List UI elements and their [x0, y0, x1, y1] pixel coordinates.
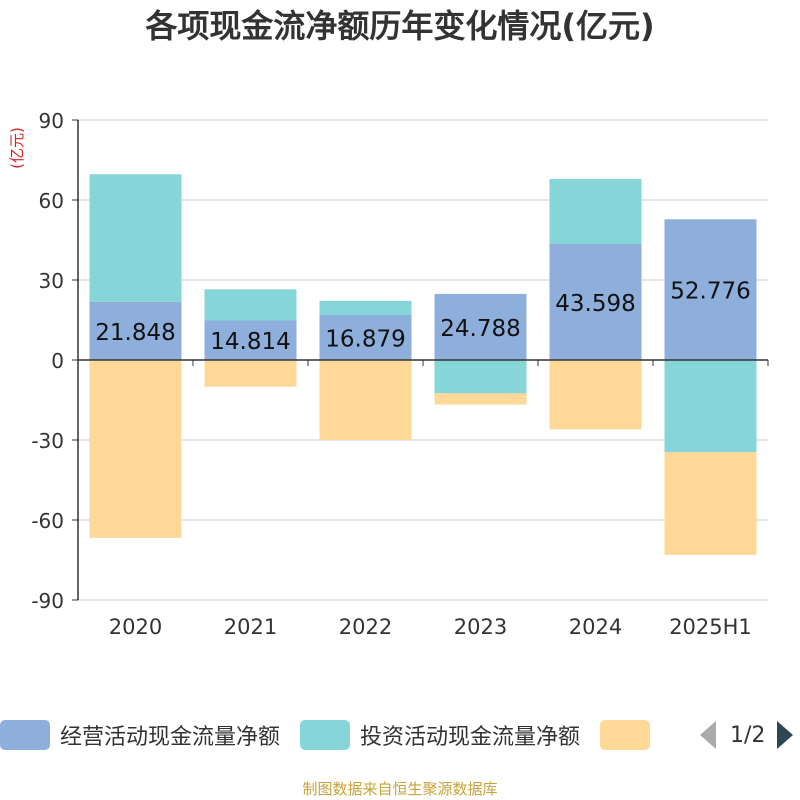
y-tick-label: 0 [51, 349, 64, 373]
legend-swatch-investing [300, 720, 351, 750]
x-tick-label: 2025H1 [669, 615, 752, 639]
bar-financing-2024 [549, 360, 642, 430]
legend-page-indicator: 1/2 [730, 722, 766, 748]
y-tick-label: -30 [31, 429, 64, 453]
y-tick-label: 30 [39, 269, 64, 293]
data-label: 21.848 [95, 320, 175, 346]
next-page-icon[interactable] [777, 721, 794, 749]
bar-investing-2021 [204, 289, 297, 321]
bar-investing-2025H1 [664, 360, 757, 453]
y-tick-label: 60 [39, 189, 64, 213]
chart-title: 各项现金流净额历年变化情况(亿元) [145, 7, 655, 45]
bar-investing-2024 [549, 178, 642, 244]
x-tick-label: 2020 [109, 615, 162, 639]
bar-operating-2025H1 [664, 219, 757, 360]
legend-label-investing: 投资活动现金流量净额 [360, 725, 581, 750]
bar-operating-2022 [319, 314, 412, 360]
bar-operating-2021 [204, 320, 297, 360]
legend-item-financing[interactable] [600, 720, 660, 750]
y-tick-label: -90 [31, 589, 64, 613]
legend-swatch-financing [600, 720, 651, 750]
source-note: 制图数据来自恒生聚源数据库 [302, 780, 498, 798]
data-label: 52.776 [670, 279, 750, 305]
bar-operating-2020 [89, 301, 182, 360]
prev-page-icon[interactable] [700, 721, 716, 749]
legend: 经营活动现金流量净额 投资活动现金流量净额 [0, 717, 680, 753]
data-label: 14.814 [210, 329, 290, 355]
bar-financing-2022 [319, 360, 412, 440]
legend-swatch-operating [0, 720, 50, 750]
bar-investing-2022 [319, 300, 412, 315]
y-tick-label: 90 [39, 109, 64, 133]
bar-financing-2021 [204, 360, 297, 387]
bar-financing-2023 [434, 393, 527, 405]
legend-pager: 1/2 [700, 717, 794, 753]
bar-investing-2020 [89, 174, 182, 302]
x-tick-label: 2024 [569, 615, 622, 639]
y-axis-unit: (亿元) [8, 127, 26, 169]
y-tick-label: -60 [31, 509, 64, 533]
data-label: 16.879 [325, 326, 405, 352]
legend-label-operating: 经营活动现金流量净额 [60, 725, 281, 750]
legend-item-operating[interactable]: 经营活动现金流量净额 [0, 719, 280, 751]
bar-operating-2023 [434, 293, 527, 360]
x-tick-label: 2023 [454, 615, 507, 639]
x-tick-label: 2022 [339, 615, 392, 639]
x-tick-label: 2021 [224, 615, 277, 639]
data-label: 43.598 [555, 291, 635, 317]
bar-investing-2023 [434, 360, 527, 394]
bar-financing-2025H1 [664, 452, 757, 555]
bar-financing-2020 [89, 360, 182, 538]
legend-item-investing[interactable]: 投资活动现金流量净额 [300, 719, 580, 751]
data-label: 24.788 [440, 316, 520, 342]
bar-operating-2024 [549, 243, 642, 360]
